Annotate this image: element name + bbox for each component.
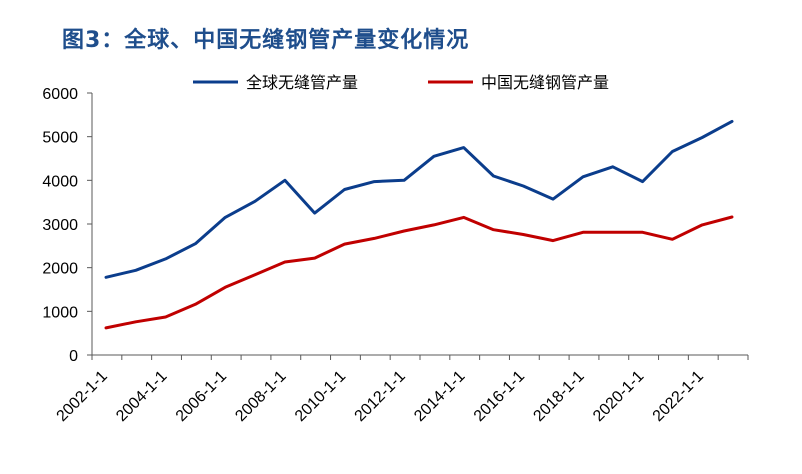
data-point bbox=[403, 230, 406, 233]
data-point bbox=[611, 231, 614, 234]
data-point bbox=[731, 120, 734, 123]
x-axis-ticks: 2002-1-1 2004-1-1 2006-1-1 2008-1-1 2010-1-1… bbox=[54, 355, 749, 425]
data-point bbox=[283, 261, 286, 264]
data-point bbox=[701, 136, 704, 139]
data-point bbox=[462, 216, 465, 219]
data-point bbox=[313, 212, 316, 215]
y-tick-label: 5000 bbox=[42, 130, 78, 147]
data-point bbox=[731, 216, 734, 219]
y-tick-label: 3000 bbox=[42, 217, 78, 234]
data-point bbox=[194, 303, 197, 306]
x-tick-label: 2016-1-1 bbox=[471, 368, 528, 425]
data-point bbox=[492, 175, 495, 178]
data-point bbox=[373, 180, 376, 183]
data-point bbox=[582, 175, 585, 178]
x-tick-label: 2014-1-1 bbox=[411, 368, 468, 425]
data-point bbox=[641, 180, 644, 183]
data-point bbox=[373, 237, 376, 240]
x-tick-label: 2004-1-1 bbox=[113, 368, 170, 425]
data-point bbox=[492, 228, 495, 231]
data-point bbox=[343, 243, 346, 246]
data-point bbox=[283, 179, 286, 182]
figure-title: 图3：全球、中国无缝钢管产量变化情况 bbox=[62, 28, 470, 53]
data-point bbox=[343, 188, 346, 191]
x-tick-label: 2020-1-1 bbox=[590, 368, 647, 425]
y-tick-label: 1000 bbox=[42, 304, 78, 321]
y-tick-label: 6000 bbox=[42, 86, 78, 103]
data-point bbox=[671, 238, 674, 241]
data-point bbox=[522, 185, 525, 188]
x-tick-label: 2018-1-1 bbox=[530, 368, 587, 425]
data-point bbox=[611, 165, 614, 168]
data-point bbox=[105, 276, 108, 279]
series-line-2 bbox=[104, 215, 734, 330]
data-point bbox=[164, 316, 167, 319]
data-point bbox=[134, 269, 137, 272]
data-point bbox=[701, 223, 704, 226]
data-point bbox=[432, 223, 435, 226]
data-point bbox=[641, 231, 644, 234]
x-tick-label: 2010-1-1 bbox=[292, 368, 349, 425]
data-point bbox=[671, 150, 674, 153]
data-point bbox=[552, 198, 555, 201]
data-point bbox=[582, 231, 585, 234]
data-point bbox=[224, 216, 227, 219]
data-point bbox=[522, 233, 525, 236]
x-tick-label: 2006-1-1 bbox=[173, 368, 230, 425]
y-axis-ticks: 0 1000 2000 3000 4000 5000 6000 bbox=[42, 86, 92, 365]
data-point bbox=[254, 273, 257, 276]
data-point bbox=[134, 320, 137, 323]
chart-axes bbox=[91, 93, 748, 356]
x-tick-label: 2002-1-1 bbox=[54, 368, 111, 425]
data-point bbox=[194, 242, 197, 245]
data-point bbox=[105, 326, 108, 329]
series-line-1 bbox=[104, 119, 734, 279]
y-tick-label: 0 bbox=[69, 348, 78, 365]
legend-item-1: 全球无缝管产量 bbox=[193, 73, 358, 92]
y-tick-label: 4000 bbox=[42, 173, 78, 190]
data-point bbox=[164, 257, 167, 260]
legend-item-2: 中国无缝钢管产量 bbox=[428, 73, 609, 92]
data-point bbox=[462, 146, 465, 149]
data-point bbox=[224, 286, 227, 289]
x-tick-label: 2008-1-1 bbox=[232, 368, 289, 425]
x-tick-label: 2012-1-1 bbox=[352, 368, 409, 425]
data-point bbox=[403, 179, 406, 182]
legend: 全球无缝管产量 中国无缝钢管产量 bbox=[193, 73, 609, 92]
data-point bbox=[432, 155, 435, 158]
series-lines bbox=[104, 119, 734, 330]
data-point bbox=[552, 239, 555, 242]
data-point bbox=[254, 200, 257, 203]
data-point bbox=[313, 257, 316, 260]
legend-label: 全球无缝管产量 bbox=[246, 73, 358, 92]
y-tick-label: 2000 bbox=[42, 261, 78, 278]
legend-label: 中国无缝钢管产量 bbox=[481, 73, 609, 92]
x-tick-label: 2022-1-1 bbox=[650, 368, 707, 425]
